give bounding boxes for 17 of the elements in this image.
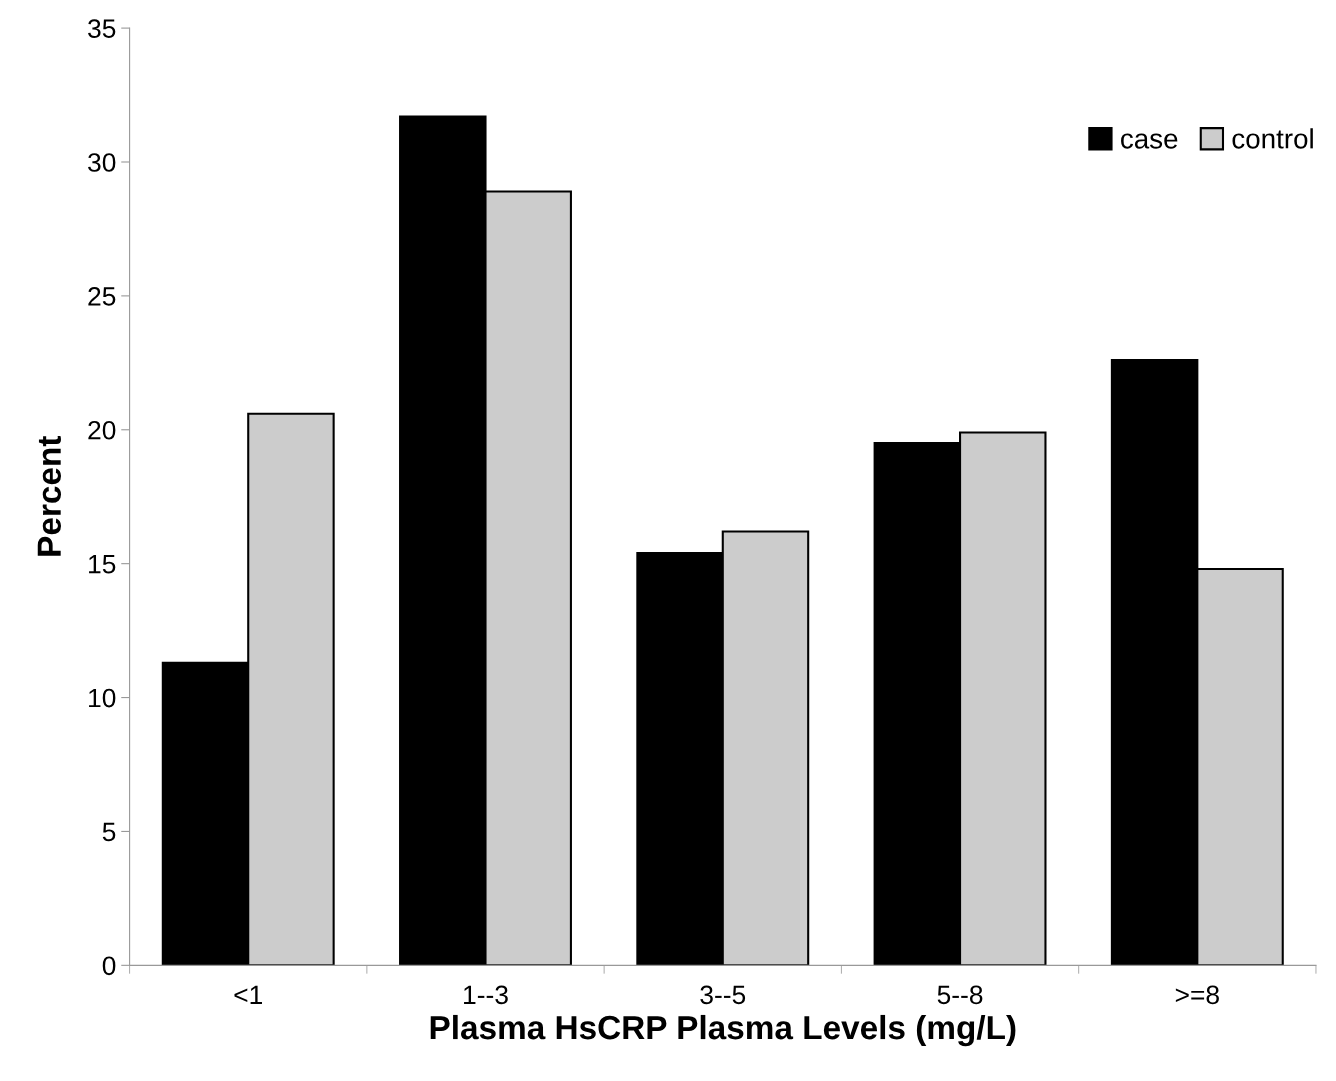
x-tick-label: 3--5 — [700, 985, 746, 1005]
y-tick-label: 15 — [89, 555, 116, 574]
legend-label: control — [1232, 128, 1313, 149]
y-tick-label: 35 — [88, 19, 116, 38]
y-tick-label: 20 — [88, 420, 116, 440]
legend-label: case — [1121, 133, 1178, 149]
x-tick-label: 5--8 — [937, 985, 983, 1005]
y-tick-label: 30 — [88, 153, 116, 172]
x-axis-title: Plasma HsCRP Plasma Levels (mg/L) — [430, 1014, 1016, 1047]
x-tick-label: <1 — [234, 985, 262, 1004]
y-tick-label: 5 — [102, 822, 116, 842]
y-tick-label: 0 — [102, 956, 116, 976]
x-tick-label: 1--3 — [464, 985, 508, 1005]
y-axis-title: Percent — [37, 435, 62, 556]
y-tick-label: 10 — [89, 688, 116, 708]
x-tick-label: >=8 — [1175, 985, 1219, 1005]
y-tick-label: 25 — [88, 287, 116, 306]
